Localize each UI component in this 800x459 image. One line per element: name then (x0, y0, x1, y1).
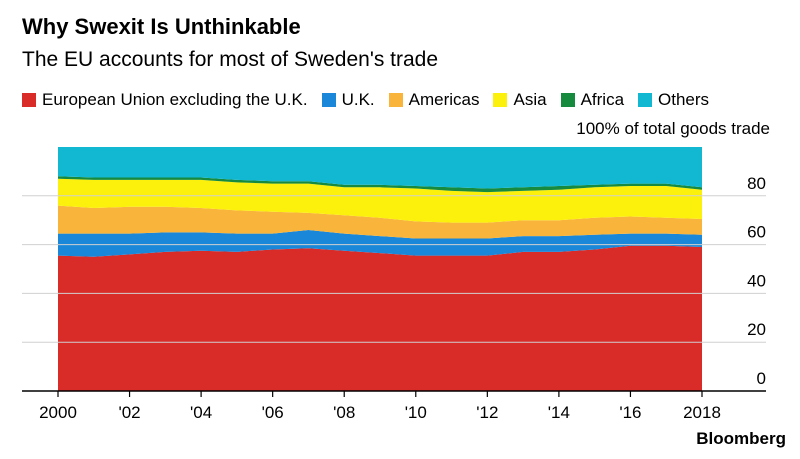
legend-item-asia: Asia (493, 90, 547, 110)
y-tick-label-60: 60 (747, 223, 766, 242)
y-tick-label-0: 0 (757, 369, 766, 388)
legend-label-africa: Africa (580, 90, 625, 109)
legend: European Union excluding the U.K. U.K. A… (22, 90, 723, 110)
x-tick-label-2006: '06 (262, 403, 284, 422)
bloomberg-logo: Bloomberg (696, 429, 786, 448)
legend-label-asia: Asia (513, 90, 547, 109)
y-tick-label-20: 20 (747, 320, 766, 339)
y-tick-label-40: 40 (747, 271, 766, 290)
legend-item-americas: Americas (388, 90, 480, 110)
chart-subtitle: The EU accounts for most of Sweden's tra… (22, 48, 439, 71)
area-series-asia (58, 178, 702, 223)
legend-label-uk: U.K. (341, 90, 375, 109)
area-series-americas (58, 205, 702, 239)
legend-label-eu: European Union excluding the U.K. (42, 90, 308, 109)
legend-item-africa: Africa (560, 90, 625, 110)
x-tick-label-2002: '02 (118, 403, 140, 422)
legend-swatch-africa (560, 93, 575, 107)
legend-label-americas: Americas (408, 90, 480, 109)
legend-label-others: Others (658, 90, 710, 109)
y-axis-unit-label: 100% of total goods trade (576, 119, 770, 138)
x-tick-label-2016: '16 (619, 403, 641, 422)
x-tick-label-2004: '04 (190, 403, 212, 422)
legend-swatch-americas (388, 93, 403, 107)
area-series-africa (58, 176, 702, 193)
x-tick-label-2018: 2018 (683, 403, 721, 422)
y-tick-label-80: 80 (747, 174, 766, 193)
area-series-u-k (58, 230, 702, 257)
legend-item-uk: U.K. (321, 90, 375, 110)
x-tick-label-2008: '08 (333, 403, 355, 422)
x-tick-label-2010: '10 (405, 403, 427, 422)
legend-swatch-asia (493, 93, 508, 107)
area-series-others (58, 147, 702, 189)
legend-swatch-uk (321, 93, 336, 107)
chart-title: Why Swexit Is Unthinkable (22, 14, 301, 39)
x-tick-label-2012: '12 (476, 403, 498, 422)
area-series-european-union-excluding-the-u-k (58, 245, 702, 391)
x-tick-label-2000: 2000 (39, 403, 77, 422)
legend-swatch-eu (22, 93, 36, 107)
x-tick-label-2014: '14 (548, 403, 570, 422)
legend-swatch-others (638, 93, 653, 107)
legend-item-eu: European Union excluding the U.K. (22, 90, 308, 110)
legend-item-others: Others (638, 90, 709, 110)
